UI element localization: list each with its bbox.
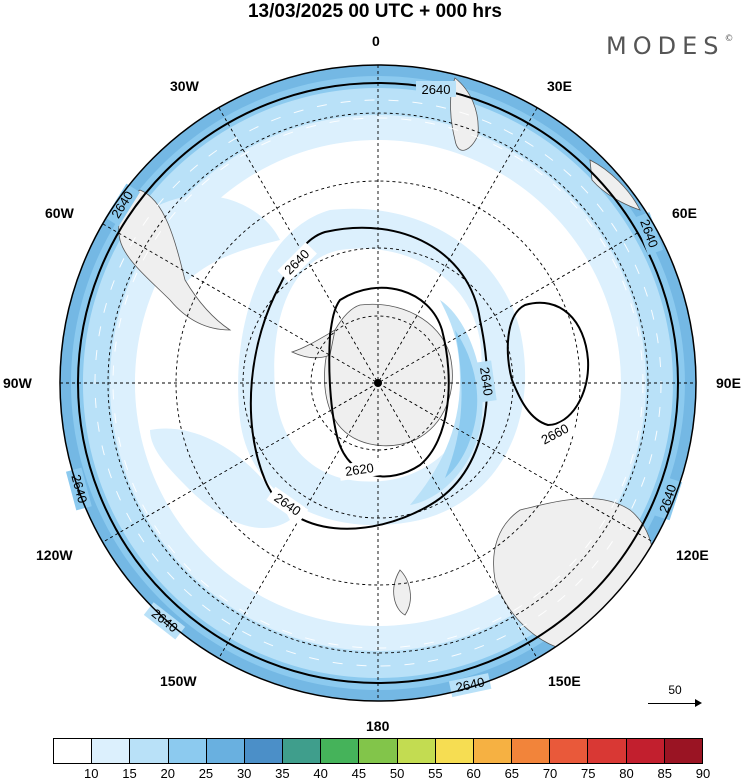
lon-label-150e: 150E [548, 673, 581, 689]
lon-label-90w: 90W [3, 375, 32, 391]
colorbar-cell [91, 738, 130, 764]
height-contours [77, 82, 679, 684]
contour-label: 2640 [477, 366, 496, 397]
modes-logo: MODES© [606, 32, 734, 60]
colorbar-cell [205, 738, 244, 764]
contour-2620 [328, 286, 450, 478]
contour-label: 2620 [344, 460, 375, 479]
lon-label-60w: 60W [45, 205, 74, 221]
contour-labels: 2640 2640 2640 2640 2640 2640 2640 2640 … [65, 81, 682, 698]
colorbar-cell [434, 738, 473, 764]
colorbar-tick-label: 70 [542, 766, 558, 781]
contour-label: 2640 [422, 82, 451, 97]
colorbar-cell [396, 738, 435, 764]
lon-label-0: 0 [372, 33, 380, 49]
wind-scale-arrow-icon [648, 699, 702, 707]
lon-label-30e: 30E [547, 78, 572, 94]
colorbar-tick-label: 15 [122, 766, 137, 781]
colorbar-tick-label: 85 [657, 766, 672, 781]
madagascar-land [589, 159, 641, 211]
colorbar-tick-label: 45 [351, 766, 367, 781]
colorbar-tick-label: 35 [275, 766, 290, 781]
colorbar-cell [282, 738, 321, 764]
colorbar-cell [472, 738, 512, 764]
lon-label-180: 180 [366, 718, 390, 734]
colorbar-tick-label: 65 [504, 766, 520, 781]
colorbar-tick-label: 55 [428, 766, 443, 781]
colorbar-cell [358, 738, 397, 764]
colorbar-cell [511, 738, 550, 764]
colorbar-tick-label: 75 [581, 766, 596, 781]
lon-label-30w: 30W [170, 78, 199, 94]
colorbar-cell [243, 738, 283, 764]
colorbar-tick-label: 50 [389, 766, 405, 781]
colorbar-cell [53, 738, 92, 764]
colorbar-cell [663, 738, 703, 764]
colorbar-tick-label: 10 [84, 766, 99, 781]
colorbar-tick-label: 30 [236, 766, 252, 781]
lon-label-150w: 150W [160, 673, 197, 689]
colorbar-tick-label: 90 [695, 766, 711, 781]
lon-label-60e: 60E [672, 205, 697, 221]
new-zealand-land [393, 569, 411, 616]
wind-scale: 50 [648, 683, 702, 707]
colorbar-cell [167, 738, 206, 764]
lon-label-120w: 120W [36, 547, 73, 563]
contour-label: 2640 [68, 473, 90, 505]
antarctic-peninsula-land [290, 329, 336, 359]
south-pole-marker [374, 379, 382, 387]
colorbar [53, 738, 703, 764]
colorbar-cell [587, 738, 626, 764]
colorbar-tick-label: 60 [466, 766, 481, 781]
contour-2660 [506, 301, 590, 427]
colorbar-tick-label: 80 [619, 766, 634, 781]
south-america-land [118, 189, 232, 331]
colorbar-cell [320, 738, 359, 764]
lon-label-120e: 120E [676, 547, 709, 563]
colorbar-ticks: 10 15 20 25 30 35 40 45 50 55 60 65 70 75 80 85 90 [53, 766, 710, 782]
map-border [59, 64, 697, 702]
map-title: 13/03/2025 00 UTC + 000 hrs [247, 1, 503, 22]
africa-land [450, 77, 479, 151]
lon-label-90e: 90E [716, 375, 741, 391]
colorbar-cell [625, 738, 664, 764]
colorbar-tick-label: 20 [160, 766, 175, 781]
contour-2640-inner [249, 226, 489, 530]
colorbar-tick-label: 25 [198, 766, 214, 781]
colorbar-cell [549, 738, 588, 764]
colorbar-cell [129, 738, 168, 764]
contour-2640-outer [77, 82, 679, 684]
colorbar-tick-label: 40 [313, 766, 328, 781]
